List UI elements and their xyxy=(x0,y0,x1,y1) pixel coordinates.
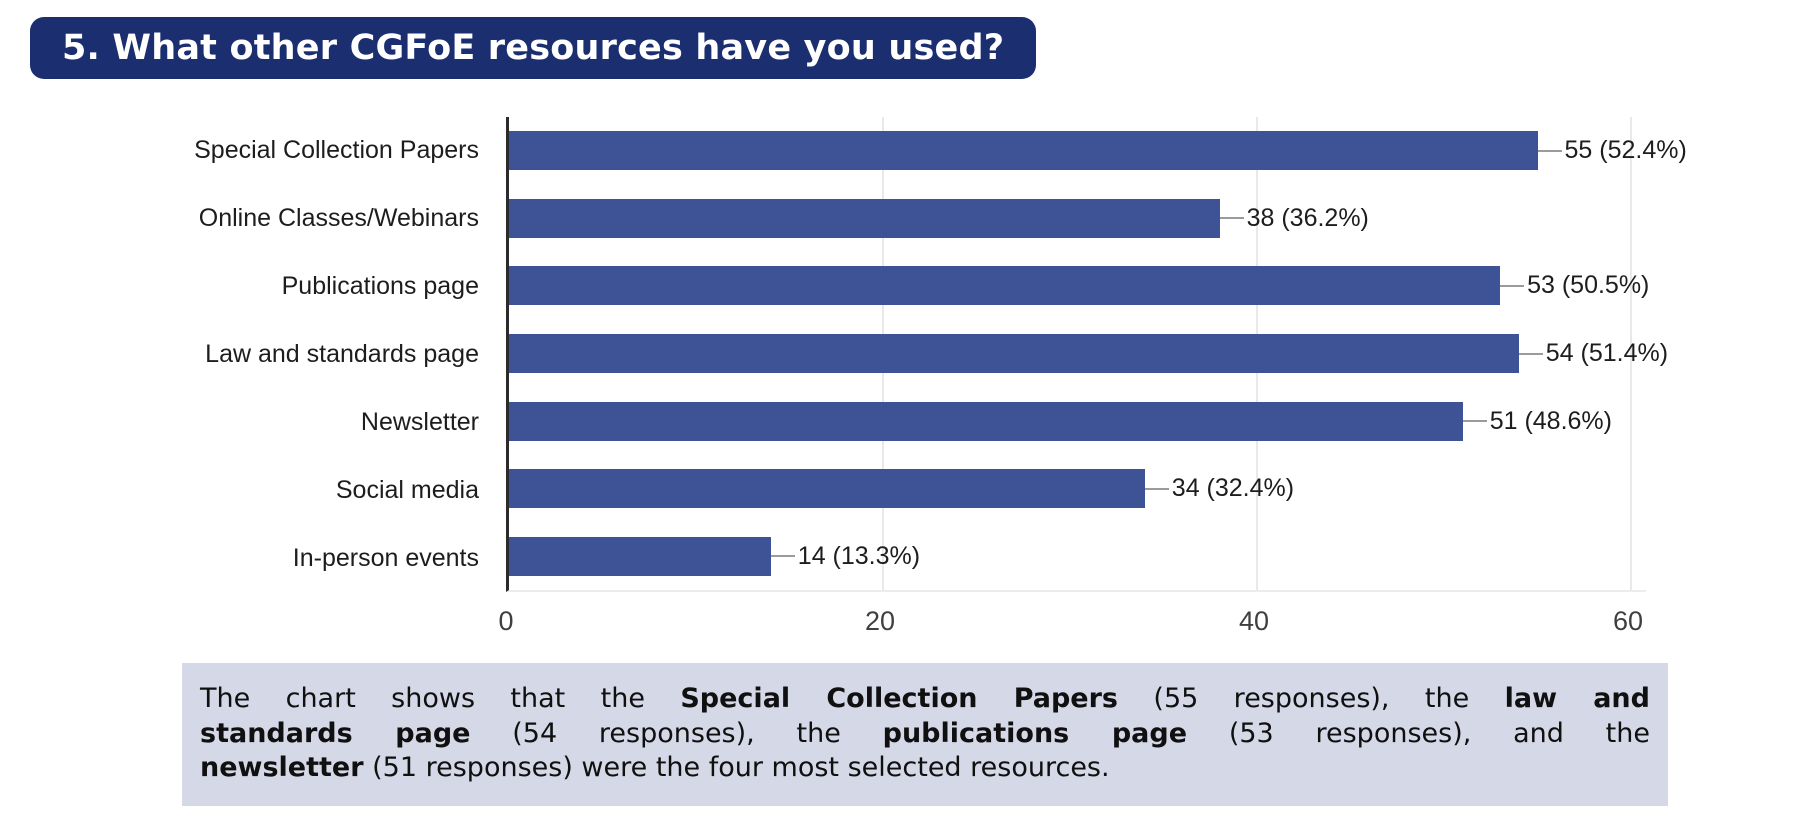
caption-text: (54 responses), the xyxy=(470,717,883,749)
x-tick-label: 60 xyxy=(1612,606,1644,636)
bar-row: 34 (32.4%) xyxy=(509,455,1646,523)
caption-bold-text: publications page xyxy=(882,717,1188,749)
bar-value-label: 54 (51.4%) xyxy=(1545,339,1669,368)
bar xyxy=(509,401,1463,441)
bar xyxy=(509,266,1501,306)
leader-line xyxy=(1500,284,1525,287)
bar-row: 51 (48.6%) xyxy=(509,387,1646,455)
leader-line xyxy=(1219,217,1244,220)
x-tick-label: 0 xyxy=(498,606,514,636)
caption-text: (55 responses), the xyxy=(1118,683,1505,714)
bar-row: 55 (52.4%) xyxy=(509,117,1687,185)
category-label: Publications page xyxy=(281,272,479,301)
category-label: Special Collection Papers xyxy=(194,136,479,165)
caption-line: The chart shows that the Special Collect… xyxy=(200,682,1650,717)
caption-line: standards page (54 responses), the publi… xyxy=(200,717,1650,752)
bar-row: 14 (13.3%) xyxy=(509,522,1646,590)
x-tick-label: 40 xyxy=(1238,606,1270,636)
question-title: 5. What other CGFoE resources have you u… xyxy=(62,28,1005,68)
caption-box: The chart shows that the Special Collect… xyxy=(182,663,1668,806)
category-label: Online Classes/Webinars xyxy=(198,204,479,233)
leader-line xyxy=(1462,420,1487,423)
caption-text: (53 responses), and the xyxy=(1187,717,1650,749)
bar-value-label: 51 (48.6%) xyxy=(1489,406,1612,435)
leader-line xyxy=(1144,487,1169,490)
caption-bold-text: Special Collection Papers xyxy=(680,683,1119,714)
bar-value-label: 53 (50.5%) xyxy=(1527,271,1650,300)
x-tick-label: 20 xyxy=(864,606,896,636)
bar-row: 53 (50.5%) xyxy=(509,252,1650,320)
caption-text: The chart shows that the xyxy=(200,683,681,714)
caption-text: (51 responses) were the four most select… xyxy=(363,752,1110,783)
caption-line: newsletter (51 responses) were the four … xyxy=(200,751,1650,786)
leader-line xyxy=(770,555,795,558)
category-label: In-person events xyxy=(292,543,479,572)
caption-bold-text: newsletter xyxy=(200,752,364,783)
category-label: Newsletter xyxy=(360,407,479,436)
bar-value-label: 34 (32.4%) xyxy=(1171,474,1295,503)
bar-value-label: 55 (52.4%) xyxy=(1564,136,1687,165)
bar-row: 38 (36.2%) xyxy=(509,185,1646,253)
bar-value-label: 38 (36.2%) xyxy=(1246,203,1369,232)
category-axis: Special Collection Papers Online Classes/… xyxy=(0,117,492,592)
leader-line xyxy=(1537,149,1562,152)
bar xyxy=(509,536,771,576)
bar xyxy=(509,334,1519,374)
question-banner: 5. What other CGFoE resources have you u… xyxy=(30,17,1037,79)
bar-chart-plot: 55 (52.4%) 38 (36.2%) 53 (50.5%) 54 (51.4%)… xyxy=(506,117,1687,592)
bar-value-label: 14 (13.3%) xyxy=(797,541,921,570)
bar xyxy=(509,469,1145,509)
x-axis-ticks: 0 20 40 60 xyxy=(498,606,1646,642)
bar xyxy=(509,198,1220,238)
bar xyxy=(509,131,1538,171)
caption-bold-text: standards page xyxy=(200,717,471,749)
leader-line xyxy=(1518,352,1543,355)
caption-bold-text: law and xyxy=(1504,683,1650,714)
category-label: Law and standards page xyxy=(205,340,479,368)
gridline-60 xyxy=(1630,117,1632,590)
category-label: Social media xyxy=(335,475,479,504)
bar-row: 54 (51.4%) xyxy=(509,320,1668,388)
